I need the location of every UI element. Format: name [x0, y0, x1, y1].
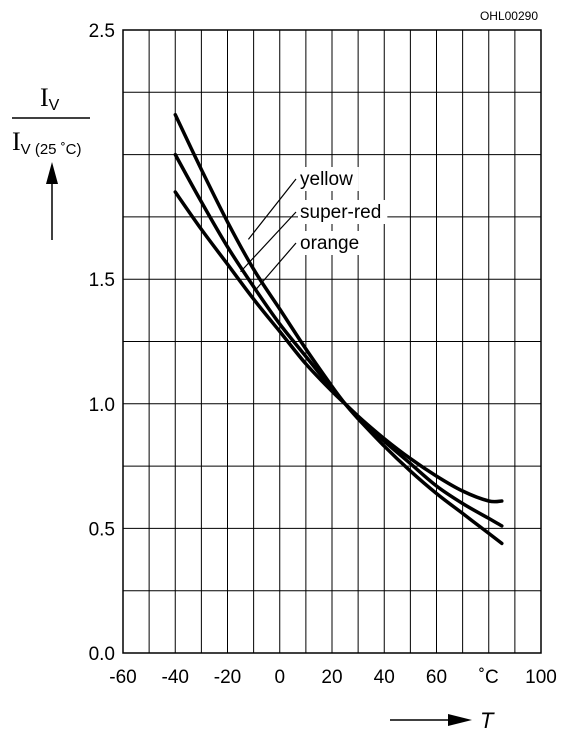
- legend-leader-super-red: [240, 211, 297, 273]
- x-tick-label: 0: [274, 667, 285, 688]
- plot-frame: [122, 29, 542, 654]
- x-tick-label: 20: [321, 667, 342, 688]
- legend-label-super-red: super-red: [300, 202, 381, 223]
- x-tick-labels: -60 -40 -20 0 20 40 60 ˚C 100: [109, 667, 557, 688]
- x-tick-label: ˚C: [479, 667, 499, 688]
- legend-label-bg: [298, 167, 359, 191]
- x-axis-title: T: [480, 708, 495, 730]
- series-group: [173, 112, 504, 546]
- y-axis-label: IV IV (25 ˚C): [12, 83, 90, 240]
- y-tick-labels: 0.0 0.5 1.0 1.5 2.5: [89, 21, 115, 665]
- legend: yellow super-red orange: [240, 167, 388, 290]
- legend-label-yellow: yellow: [300, 169, 353, 190]
- y-tick-label: 0.5: [89, 519, 115, 540]
- legend-leader-orange: [255, 242, 297, 290]
- y-axis-arrow-head: [46, 162, 58, 184]
- x-tick-label: -60: [109, 667, 136, 688]
- x-tick-label: -20: [214, 667, 241, 688]
- legend-leader-yellow: [247, 178, 297, 240]
- y-tick-label: 2.5: [89, 21, 115, 42]
- y-label-denominator: IV (25 ˚C): [12, 127, 82, 158]
- x-tick-label: 60: [426, 667, 447, 688]
- y-tick-label: 0.0: [89, 644, 115, 665]
- figure-code: OHL00290: [480, 9, 538, 23]
- y-tick-label: 1.5: [89, 270, 115, 291]
- grid: [122, 29, 542, 654]
- y-label-numerator: IV: [40, 83, 60, 114]
- legend-label-orange: orange: [300, 233, 359, 254]
- y-tick-label: 1.0: [89, 395, 115, 416]
- series-line-orange: [173, 190, 504, 504]
- legend-label-bg: [298, 231, 366, 255]
- x-axis-label: T: [390, 708, 495, 730]
- x-tick-label: 100: [525, 667, 557, 688]
- x-axis-arrow-head: [448, 714, 472, 726]
- x-tick-label: 40: [374, 667, 395, 688]
- legend-label-bg: [298, 200, 388, 224]
- x-tick-label: -40: [162, 667, 189, 688]
